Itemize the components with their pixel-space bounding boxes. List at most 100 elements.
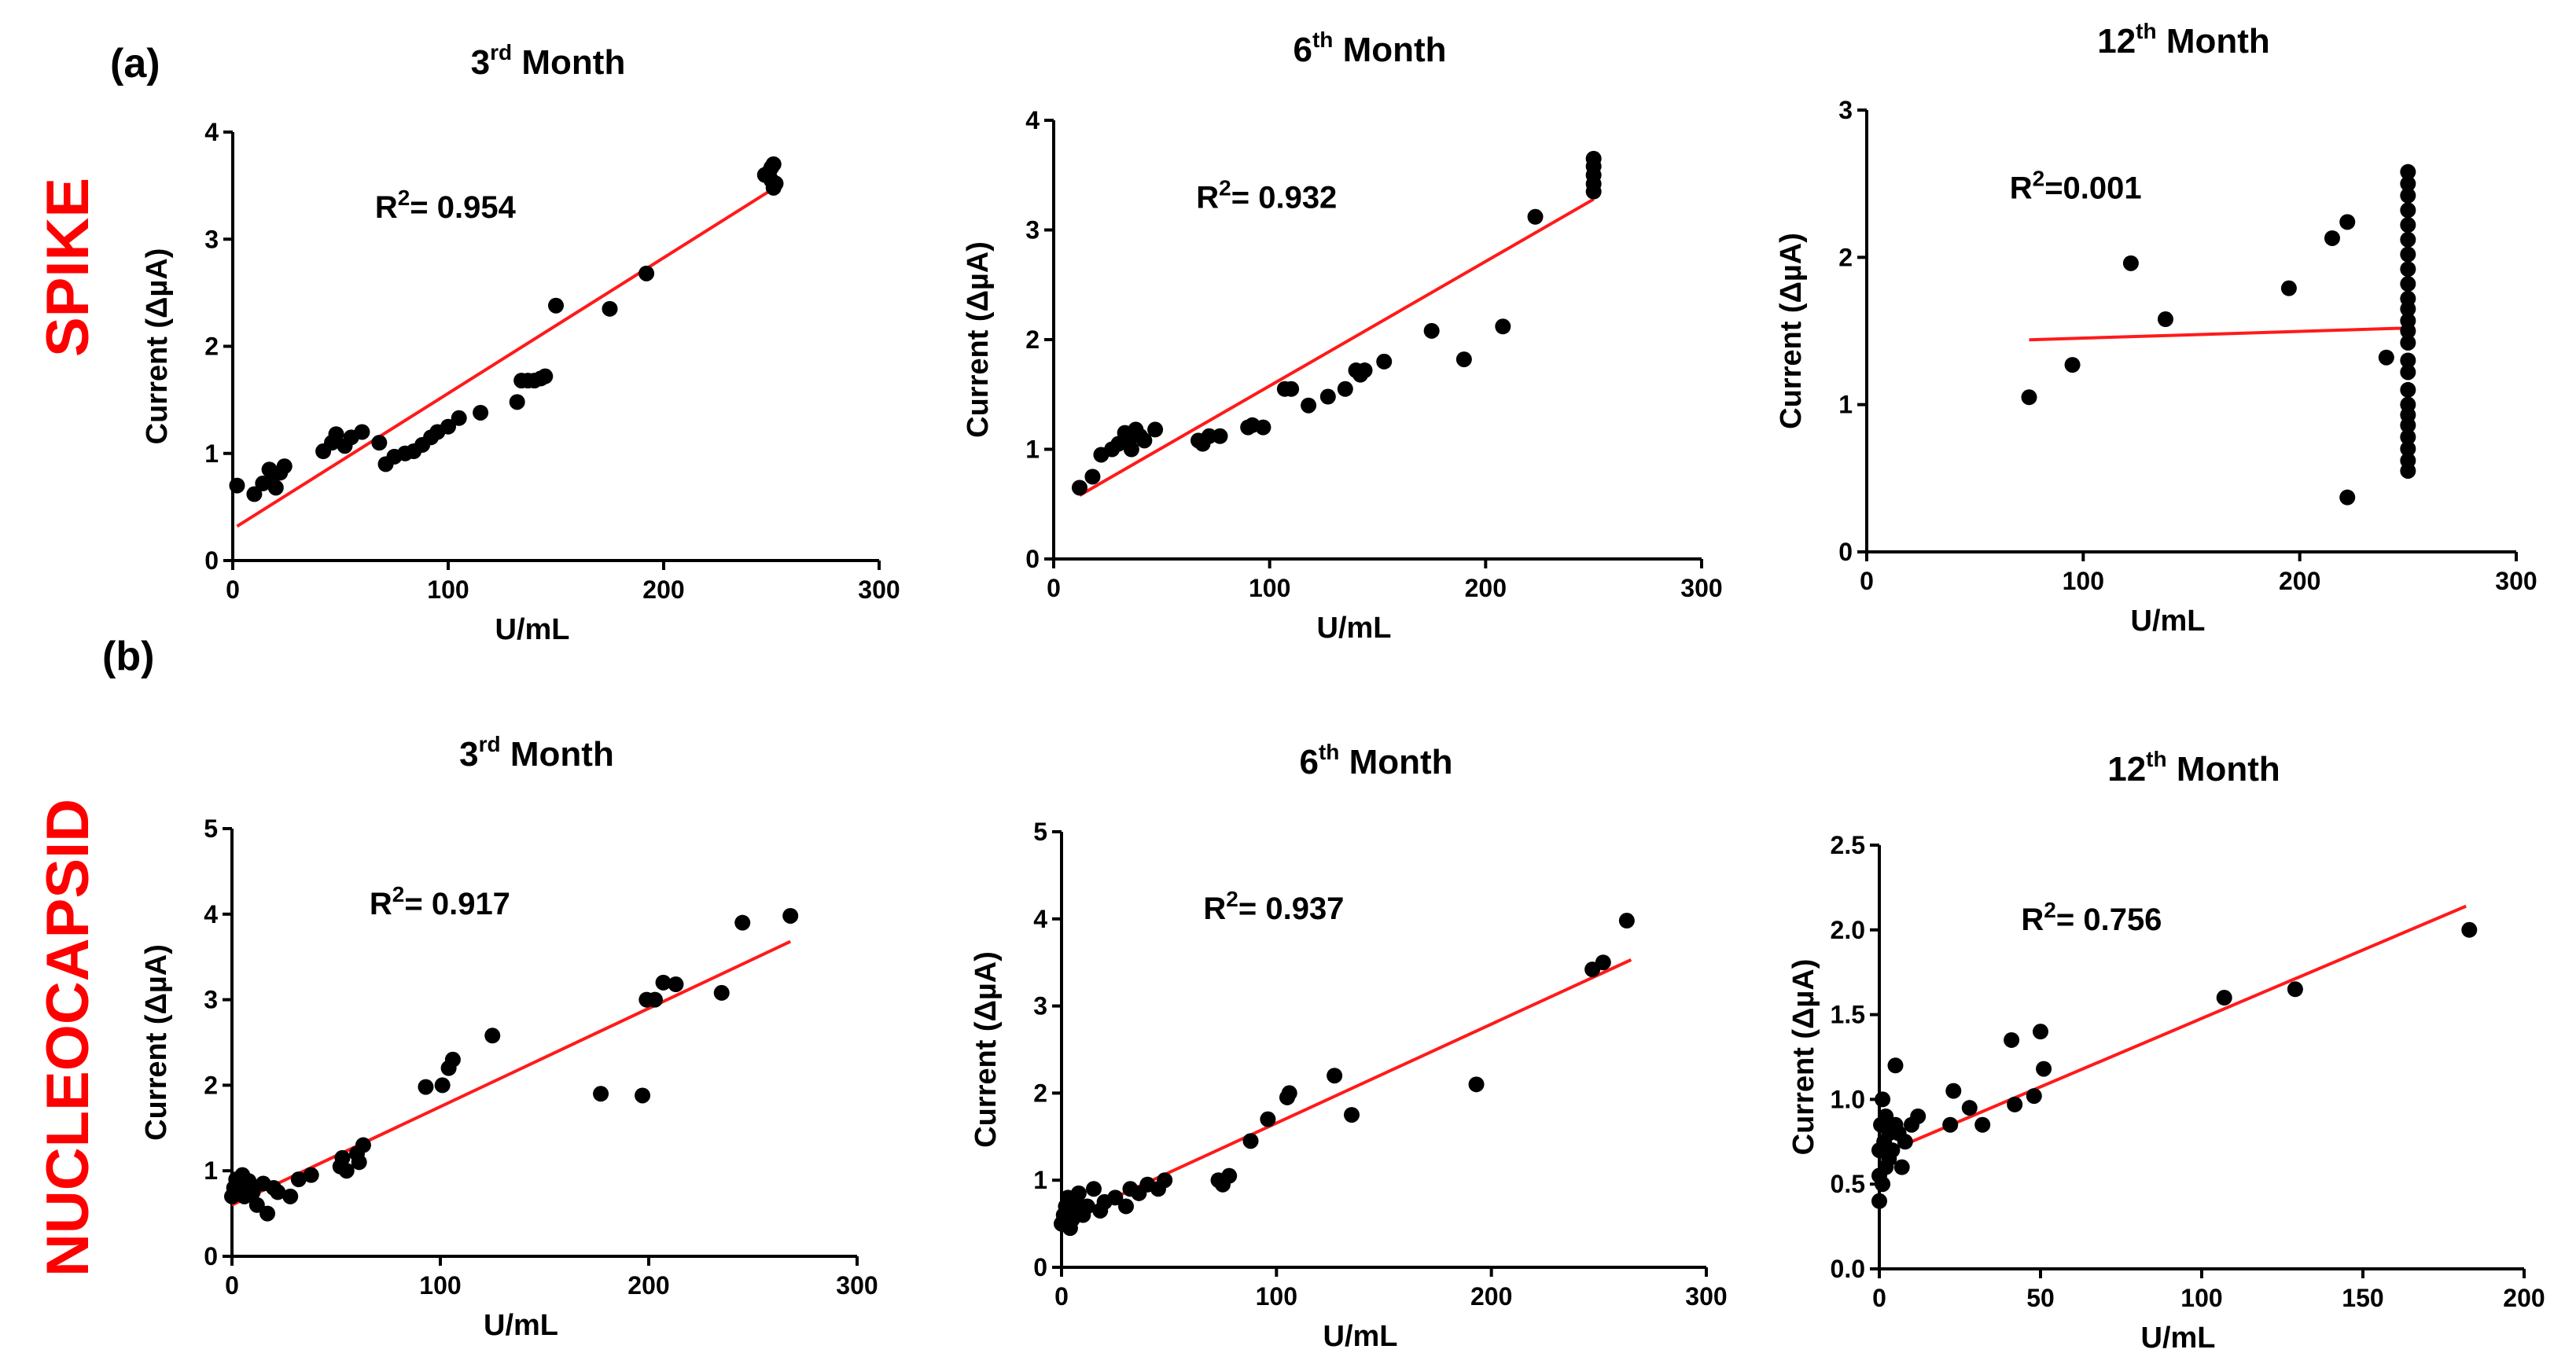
data-point [1136,432,1153,449]
chart-title: 3rd Month [459,732,614,774]
data-point [2400,187,2416,204]
y-tick-label: 1 [1025,436,1040,464]
x-tick-label: 150 [2342,1284,2383,1312]
data-point [1086,1181,1102,1197]
data-point [1201,428,1217,444]
data-point [1376,353,1393,369]
data-point [782,907,799,924]
data-point [1212,428,1228,444]
data-point [1871,1193,1887,1209]
r-squared-label: R2= 0.917 [370,882,510,921]
data-point [646,991,663,1008]
data-point [593,1086,609,1102]
r-squared-value: = 0.932 [1231,181,1338,215]
data-point [354,424,370,440]
data-point [1356,362,1373,379]
data-point [259,1205,276,1222]
data-point [1945,1083,1962,1099]
y-tick-label: 1.5 [1831,1001,1865,1029]
title-text: Month [1333,31,1446,69]
r-squared-letter: R [375,190,398,225]
data-point [2339,489,2356,506]
title-text: Month [2167,750,2280,789]
data-point [2378,349,2394,366]
title-number: 3 [471,43,490,82]
data-point [2400,381,2416,398]
r-squared-superscript: 2 [392,882,405,906]
x-tick-label: 300 [858,575,900,604]
data-point [1527,208,1544,225]
title-number: 3 [459,735,478,774]
data-point [1147,421,1164,438]
title-superscript: th [1319,740,1339,764]
x-tick-label: 0 [1872,1284,1886,1312]
y-tick-label: 3 [1025,216,1040,244]
data-point [1327,1068,1343,1084]
y-tick-label: 5 [204,814,218,843]
data-point [282,1188,299,1204]
data-point [2461,921,2478,938]
y-tick-label: 1 [1033,1166,1047,1194]
r-squared-letter: R [370,887,392,921]
y-tick-label: 3 [1838,96,1853,124]
y-tick-label: 2 [204,1071,218,1099]
data-point [2400,276,2416,292]
r-squared-label: R2=0.001 [2010,166,2142,205]
y-tick-label: 4 [204,118,219,146]
x-tick-label: 300 [1680,574,1722,602]
data-point [2324,230,2340,246]
data-point [548,297,564,314]
data-point [303,1167,319,1183]
data-point [334,1149,351,1166]
row-label-nucleocapsid: NUCLEOCAPSID [35,799,101,1277]
x-tick-label: 200 [2279,567,2320,595]
title-number: 12 [2107,750,2146,789]
title-superscript: th [1312,28,1333,52]
r-squared-value: = 0.954 [410,190,516,225]
title-superscript: th [2136,19,2156,43]
panel-label-a: (a) [110,41,160,86]
data-point [635,1087,651,1104]
data-point [638,265,655,281]
x-tick-label: 300 [2495,567,2537,595]
data-point [602,300,618,317]
y-tick-label: 2 [1025,325,1040,354]
data-point [1897,1134,1913,1150]
x-tick-label: 200 [2503,1284,2545,1312]
x-tick-label: 200 [642,575,684,604]
chart-title: 6th Month [1293,28,1446,69]
x-tick-label: 200 [1465,574,1507,602]
y-tick-label: 0 [204,1242,218,1270]
y-tick-label: 2 [1838,243,1853,271]
data-point [2400,452,2416,469]
data-point [2400,396,2416,413]
title-text: Month [2157,22,2270,61]
data-point [1319,388,1336,405]
data-point [2400,428,2416,445]
data-point [765,156,782,172]
data-point [1423,322,1440,339]
title-superscript: rd [479,732,501,756]
data-point [2036,1061,2052,1077]
title-number: 12 [2097,22,2136,61]
data-point [1260,1111,1276,1127]
y-tick-label: 5 [1033,818,1047,846]
data-point [655,974,672,991]
r-squared-superscript: 2 [1219,176,1231,200]
data-point [1107,1189,1124,1206]
data-point [2400,334,2416,351]
chart-title: 12th Month [2107,747,2280,789]
y-tick-label: 1 [1838,391,1853,419]
data-point [290,1171,307,1188]
data-point [2400,231,2416,248]
data-point [1961,1100,1978,1116]
data-point [2400,261,2416,278]
data-point [1157,1172,1173,1189]
x-tick-label: 100 [2180,1284,2222,1312]
y-tick-label: 2 [204,333,219,361]
data-point [2287,981,2303,998]
data-point [1875,1176,1891,1193]
data-point [270,1184,286,1200]
data-point [1495,318,1511,335]
